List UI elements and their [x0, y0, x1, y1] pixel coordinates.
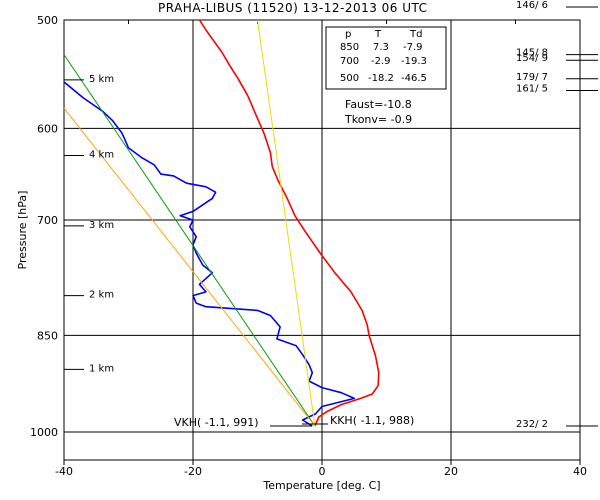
y-tick-label: 850: [37, 329, 58, 342]
grid: [63, 20, 581, 465]
wind-label: 179/ 7: [516, 72, 548, 83]
table-box: [325, 26, 447, 90]
x-tick-label: 40: [573, 465, 587, 478]
height-label: 1 km: [89, 363, 114, 374]
height-label: 3 km: [89, 220, 114, 231]
table-cell: -46.5: [401, 73, 427, 84]
series-line-3: [63, 107, 316, 427]
kkh-annotation: KKH( -1.1, 988): [330, 414, 414, 427]
x-tick-label: -20: [184, 465, 202, 478]
table-header-p: p: [345, 29, 351, 40]
wind-label: 161/ 5: [516, 84, 548, 95]
x-tick-label: 20: [444, 465, 458, 478]
y-tick-label: 1000: [30, 426, 58, 439]
table-cell: -19.3: [401, 56, 427, 67]
table-cell: 7.3: [373, 42, 389, 53]
table-cell: 500: [340, 73, 359, 84]
vkh-annotation: VKH( -1.1, 991): [174, 416, 259, 429]
wind-label: 232/ 2: [516, 419, 548, 430]
height-label: 5 km: [89, 74, 114, 85]
series-layer: [63, 19, 380, 427]
tkonv-index: Tkonv= -0.9: [344, 113, 412, 126]
wind-label: 146/ 6: [516, 0, 548, 11]
table-header-t: T: [374, 29, 382, 40]
x-tick-label: -40: [55, 465, 73, 478]
y-ticks: 500 600 700 850 1000: [30, 14, 58, 439]
y-tick-label: 700: [37, 214, 58, 227]
y-axis-label: Pressure [hPa]: [16, 191, 29, 270]
data-table: p T Td 850 7.3 -7.9 700 -2.9 -19.3 500 -…: [325, 26, 447, 90]
series-line-0: [198, 19, 380, 427]
wind-label: 154/ 9: [516, 53, 548, 64]
wind-label: 145/ 8: [516, 48, 548, 59]
faust-index: Faust=-10.8: [345, 98, 412, 111]
height-label: 4 km: [89, 149, 114, 160]
table-cell: -18.2: [368, 73, 394, 84]
table-cell: -7.9: [403, 42, 423, 53]
series-line-2: [63, 54, 316, 427]
table-cell: -2.9: [371, 56, 391, 67]
table-cell: 700: [340, 56, 359, 67]
x-tick-label: 0: [319, 465, 326, 478]
table-header-td: Td: [409, 29, 422, 40]
series-line-4: [257, 19, 316, 427]
chart-title: PRAHA-LIBUS (11520) 13-12-2013 06 UTC: [158, 1, 428, 15]
table-cell: 850: [340, 42, 359, 53]
series-line-1: [63, 81, 356, 427]
x-ticks: -40 -20 0 20 40: [55, 465, 587, 478]
y-tick-label: 600: [37, 122, 58, 135]
height-label: 2 km: [89, 290, 114, 301]
x-axis-label: Temperature [deg. C]: [262, 479, 380, 492]
height-labels: 5 km 4 km 3 km 2 km 1 km: [64, 74, 114, 374]
y-tick-label: 500: [37, 14, 58, 27]
